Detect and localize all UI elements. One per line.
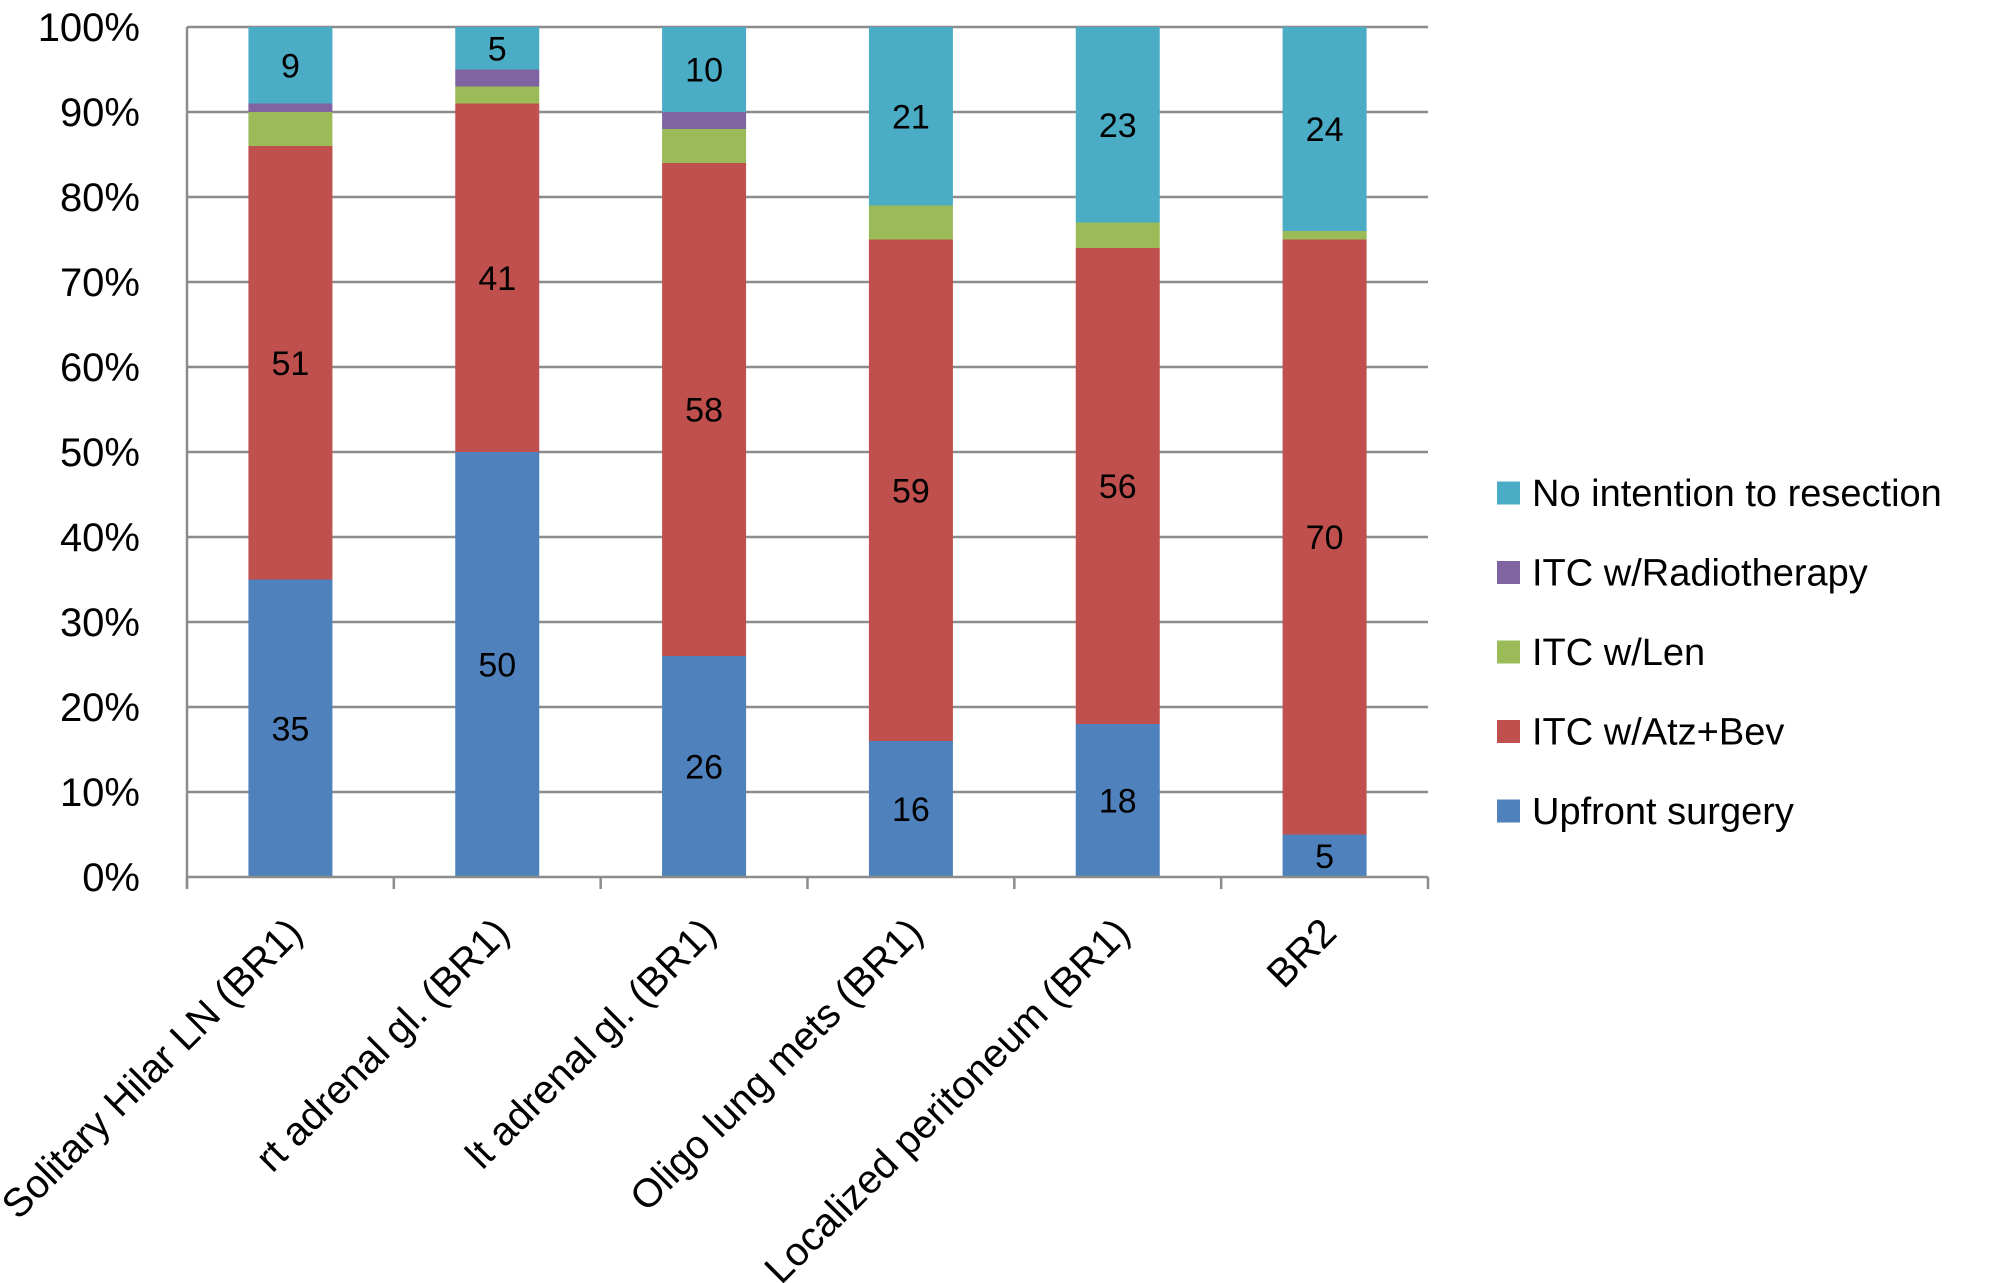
data-label: 5 bbox=[1315, 838, 1334, 876]
axes bbox=[185, 27, 1430, 889]
legend-label: ITC w/Len bbox=[1532, 632, 1705, 674]
bar-segment bbox=[1075, 222, 1160, 248]
data-label: 5 bbox=[488, 30, 507, 68]
bar-segment bbox=[455, 27, 540, 70]
bar-segment bbox=[1075, 27, 1160, 223]
bar-segment bbox=[868, 741, 953, 877]
bar-segment bbox=[455, 452, 540, 877]
bar-segment bbox=[455, 103, 540, 452]
bar-segment bbox=[1075, 724, 1160, 877]
legend-swatch bbox=[1497, 799, 1520, 823]
x-axis-tick-labels: Solitary Hilar LN (BR1)rt adrenal gl. (B… bbox=[0, 910, 1345, 1283]
bar-segment bbox=[455, 69, 540, 87]
bar-segment bbox=[248, 103, 333, 112]
data-labels: 35 51 9 50 41 5 26 58 10 16 59 21 18 56 23 5 70 24 bbox=[272, 30, 1344, 876]
y-tick-label: 0% bbox=[82, 856, 140, 900]
data-label: 9 bbox=[281, 47, 300, 85]
data-label: 10 bbox=[685, 52, 723, 90]
gridlines bbox=[187, 25, 1428, 794]
data-label: 41 bbox=[478, 260, 516, 298]
bar-segment bbox=[455, 86, 540, 104]
legend-label: ITC w/Radiotherapy bbox=[1532, 553, 1868, 595]
data-label: 70 bbox=[1306, 519, 1344, 557]
legend-swatch bbox=[1497, 720, 1520, 743]
data-label: 35 bbox=[272, 710, 310, 748]
legend-label: No intention to resection bbox=[1532, 473, 1942, 515]
y-tick-label: 20% bbox=[60, 686, 140, 730]
y-tick-label: 90% bbox=[60, 91, 140, 135]
y-tick-label: 10% bbox=[60, 771, 140, 815]
bar-segment bbox=[1282, 834, 1367, 877]
bar-segment bbox=[248, 146, 333, 580]
legend: No intention to resection ITC w/Radiother… bbox=[1497, 473, 1942, 833]
bars bbox=[248, 27, 1367, 877]
data-label: 21 bbox=[892, 98, 930, 136]
bar-segment bbox=[868, 27, 953, 206]
data-label: 59 bbox=[892, 472, 930, 510]
bar-segment bbox=[1282, 239, 1367, 835]
y-axis-tick-labels: 0% 10% 20% 30% 40% 50% 60% 70% 80% 90% 100% bbox=[38, 6, 140, 900]
y-tick-label: 60% bbox=[60, 346, 140, 390]
bar-segment bbox=[1075, 248, 1160, 724]
data-label: 51 bbox=[272, 345, 310, 383]
legend-swatch bbox=[1497, 481, 1520, 505]
x-tick-label: Localized peritoneum (BR1) bbox=[756, 910, 1138, 1283]
y-tick-label: 40% bbox=[60, 516, 140, 560]
data-label: 16 bbox=[892, 791, 930, 829]
bar-segment bbox=[248, 112, 333, 146]
data-label: 23 bbox=[1099, 107, 1137, 145]
y-tick-label: 30% bbox=[60, 601, 140, 645]
legend-swatch bbox=[1497, 640, 1520, 664]
y-tick-label: 80% bbox=[60, 176, 140, 220]
bar-segment bbox=[662, 27, 747, 112]
bar-segment bbox=[1282, 27, 1367, 231]
bar-segment bbox=[248, 27, 333, 104]
y-tick-label: 50% bbox=[60, 431, 140, 475]
data-label: 24 bbox=[1306, 111, 1344, 149]
y-tick-label: 100% bbox=[38, 6, 140, 50]
data-label: 18 bbox=[1099, 783, 1137, 821]
x-tick-label: Solitary Hilar LN (BR1) bbox=[0, 910, 311, 1227]
bar-segment bbox=[662, 163, 747, 656]
legend-label: ITC w/Atz+Bev bbox=[1532, 712, 1784, 754]
bar-segment bbox=[662, 129, 747, 163]
bar-segment bbox=[868, 239, 953, 741]
legend-swatch bbox=[1497, 561, 1520, 584]
data-label: 50 bbox=[478, 647, 516, 685]
data-label: 26 bbox=[685, 749, 723, 787]
data-label: 58 bbox=[685, 392, 723, 430]
bar-segment bbox=[248, 579, 333, 877]
bar-segment bbox=[868, 205, 953, 240]
y-tick-label: 70% bbox=[60, 261, 140, 305]
x-tick-label: BR2 bbox=[1259, 910, 1345, 996]
bar-segment bbox=[662, 656, 747, 877]
data-label: 56 bbox=[1099, 468, 1137, 506]
bar-segment bbox=[1282, 231, 1367, 240]
bar-segment bbox=[662, 112, 747, 129]
legend-label: Upfront surgery bbox=[1532, 791, 1794, 833]
